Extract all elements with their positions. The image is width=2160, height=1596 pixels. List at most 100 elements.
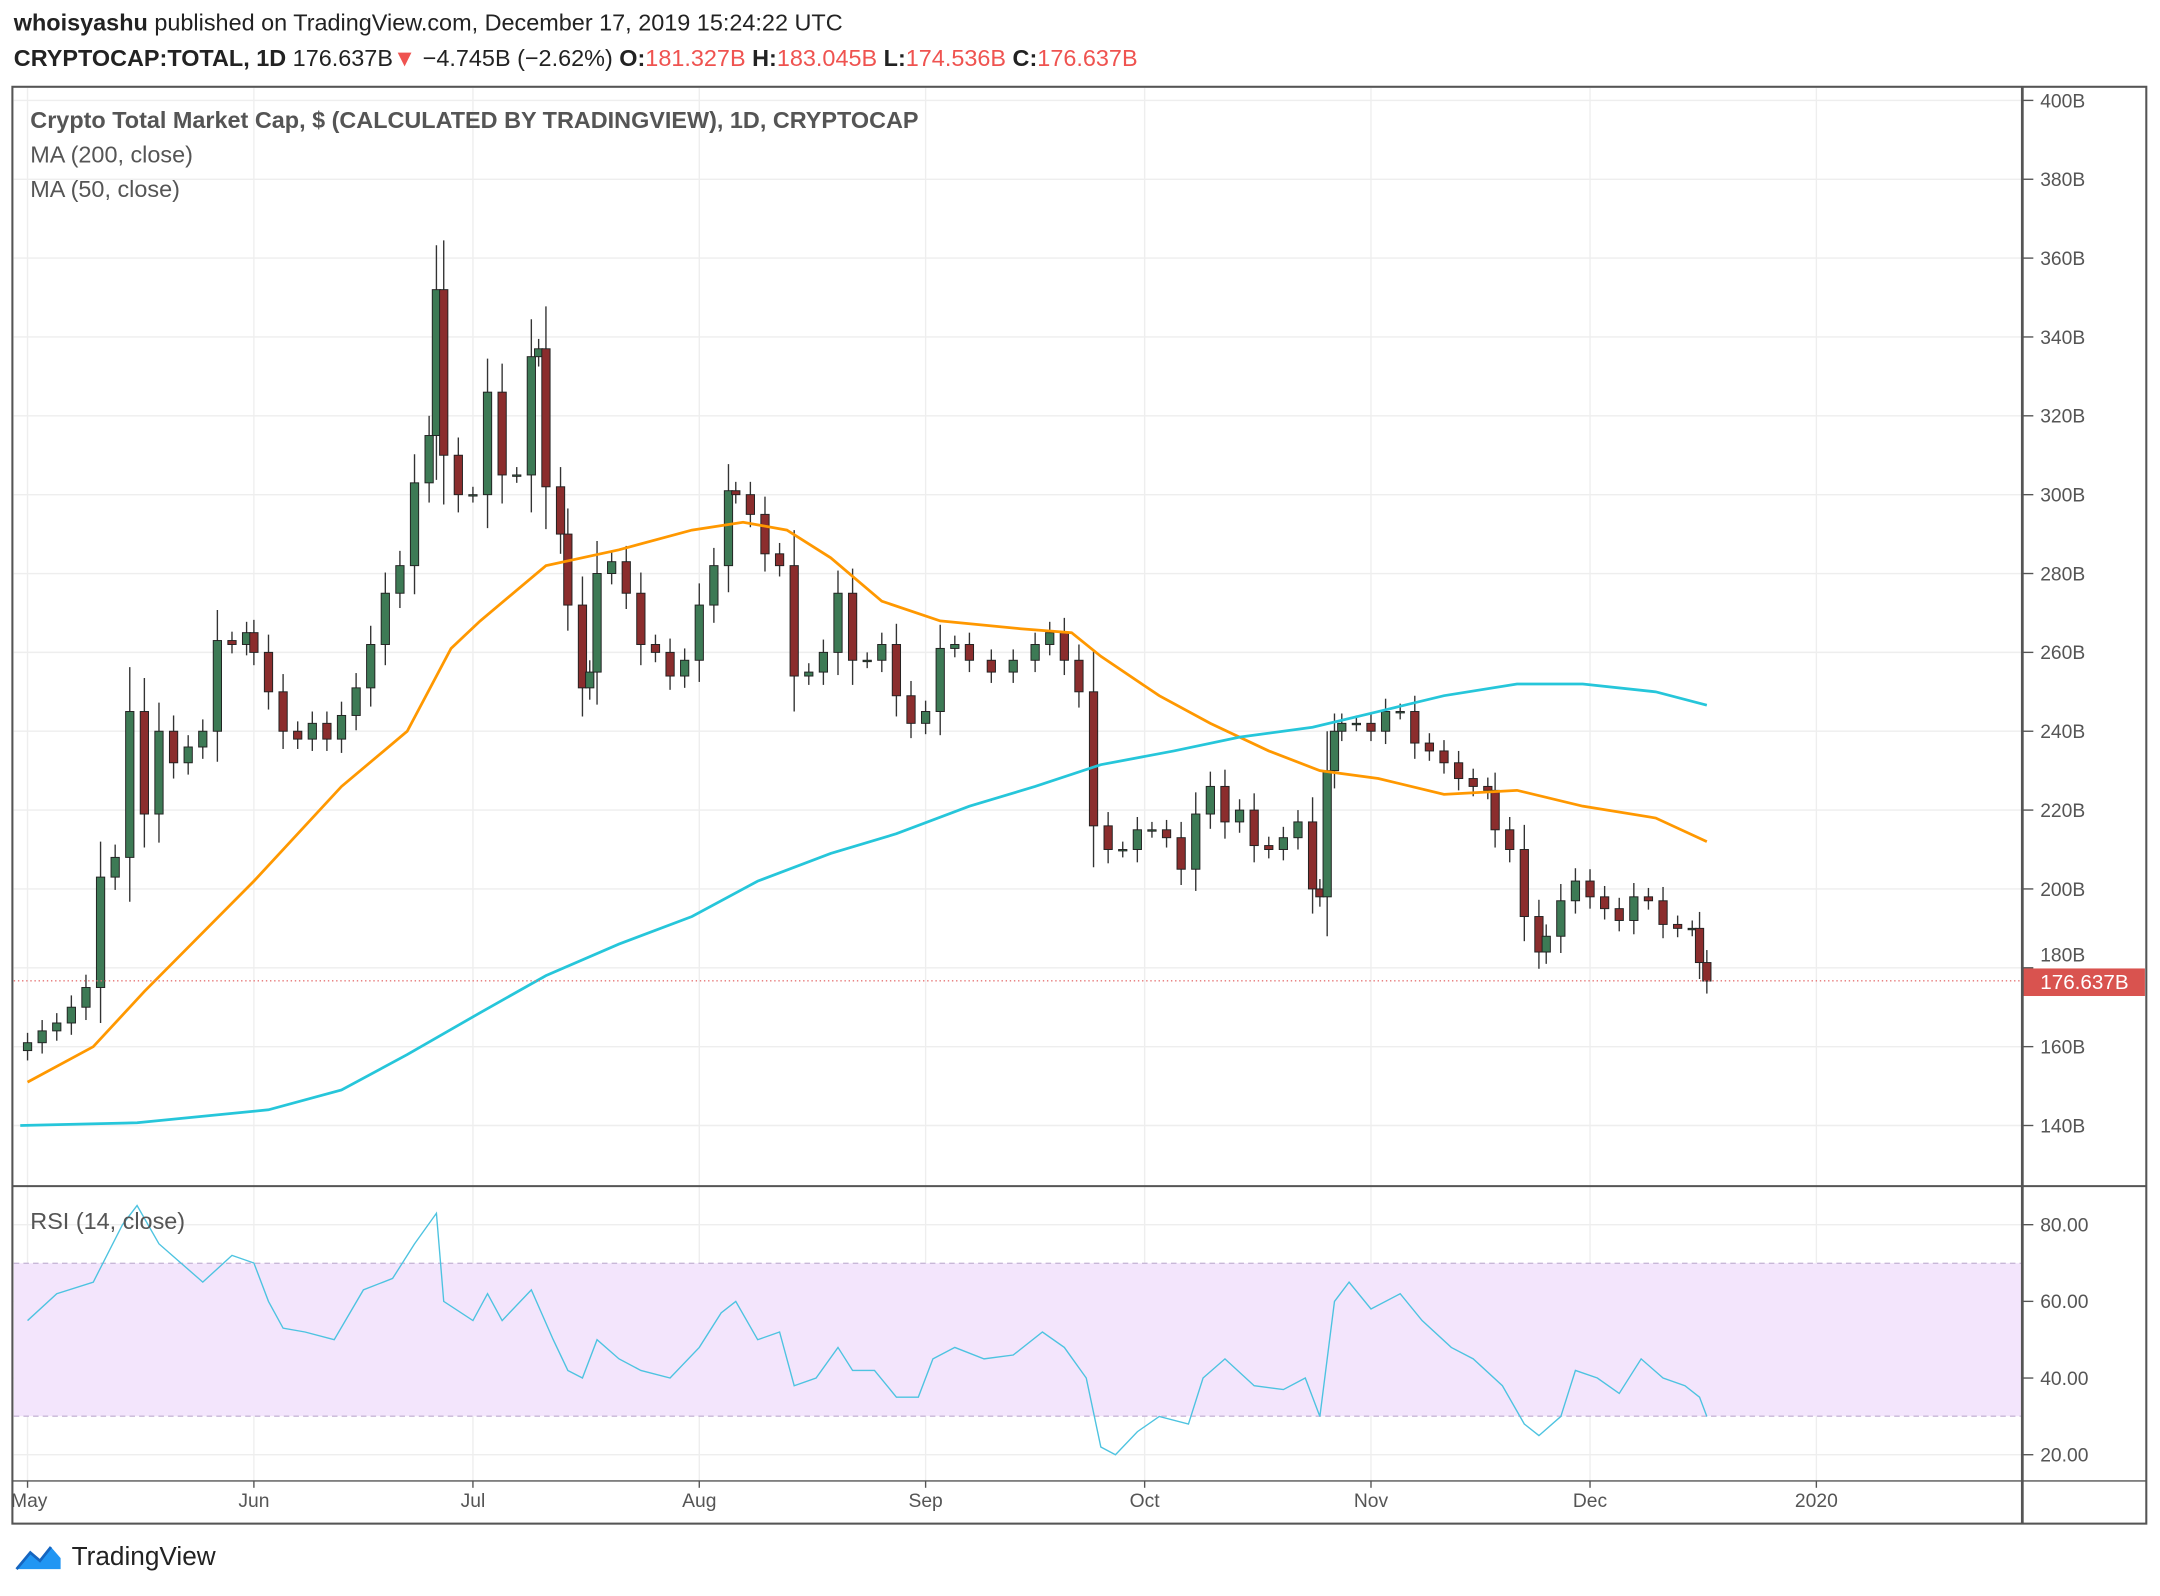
price-tick-label: 280B — [2040, 564, 2085, 585]
candle-body — [818, 651, 829, 673]
candle — [95, 841, 106, 1023]
candle-body — [1519, 849, 1529, 918]
candle — [541, 306, 551, 530]
candle-body — [139, 711, 149, 815]
candle-body — [307, 722, 317, 740]
candle-body — [607, 561, 617, 575]
candle — [1191, 792, 1201, 891]
candle-body — [1132, 829, 1142, 850]
candle-body — [1161, 829, 1172, 839]
candle-body — [168, 730, 179, 764]
time-axis[interactable]: May Jun Jul Aug Sep Oct Nov Dec 2020 — [11, 1480, 1838, 1512]
candle — [351, 673, 361, 731]
candle-body — [1307, 821, 1318, 890]
candle — [212, 609, 223, 762]
candle — [804, 663, 814, 685]
candle-body — [1643, 896, 1654, 902]
candle — [482, 358, 493, 529]
candle-body — [1059, 632, 1069, 661]
candle-body — [709, 565, 719, 606]
candle — [168, 715, 179, 779]
candle — [607, 550, 617, 585]
candle — [1176, 821, 1186, 885]
candle — [1490, 772, 1500, 848]
candle — [986, 649, 996, 683]
candle-body — [95, 876, 106, 988]
candle — [877, 632, 887, 673]
candle-body — [1629, 896, 1639, 921]
candle — [1234, 799, 1245, 833]
tradingview-logo[interactable]: TradingView — [14, 1543, 216, 1573]
candle — [439, 240, 449, 505]
high-label: H: — [752, 45, 777, 72]
candle — [694, 583, 704, 682]
candle — [935, 624, 945, 736]
candle-body — [650, 644, 661, 653]
candle-body — [1600, 896, 1610, 910]
candle — [1059, 617, 1069, 676]
candle — [1337, 713, 1347, 742]
candle — [1307, 797, 1318, 914]
price-tick-label: 180B — [2040, 946, 2085, 967]
candle-body — [789, 565, 799, 677]
candle-body — [680, 659, 690, 677]
candle — [920, 700, 931, 735]
time-tick-label: Nov — [1354, 1491, 1389, 1512]
chart-title: Crypto Total Market Cap, $ (CALCULATED B… — [30, 107, 918, 133]
candle-body — [1673, 923, 1683, 929]
candle — [1147, 821, 1157, 838]
candle — [293, 721, 303, 749]
publish-line: whoisyashu published on TradingView.com,… — [14, 10, 843, 38]
rsi-axis[interactable]: 20.00 40.00 60.00 80.00 — [2022, 1216, 2088, 1467]
candle — [585, 660, 595, 700]
candle — [322, 711, 332, 751]
candle-body — [52, 1022, 62, 1032]
high-value: 183.045B — [776, 45, 878, 72]
candle — [1534, 899, 1544, 969]
candle — [66, 995, 76, 1035]
ma50-legend[interactable]: MA (50, close) — [30, 176, 180, 202]
time-tick-label: Jul — [461, 1491, 486, 1512]
candle — [1030, 632, 1040, 673]
candle-body — [621, 561, 631, 594]
candle — [745, 481, 755, 528]
candle — [1008, 649, 1018, 683]
rsi-legend[interactable]: RSI (14, close) — [30, 1208, 185, 1234]
candle-body — [1694, 927, 1705, 964]
ma200-legend[interactable]: MA (200, close) — [30, 142, 193, 168]
candle — [1519, 824, 1529, 942]
candle-body — [877, 644, 887, 661]
logo-text: TradingView — [71, 1542, 216, 1572]
candle-body — [585, 671, 595, 689]
candle-body — [1103, 825, 1113, 850]
candle-body — [1118, 849, 1128, 852]
candle — [833, 570, 843, 676]
candle-body — [1205, 785, 1215, 815]
price-tick-label: 300B — [2040, 486, 2085, 507]
candle-body — [351, 687, 361, 716]
candle-body — [563, 533, 573, 606]
candle — [847, 568, 858, 685]
candle-body — [964, 644, 975, 661]
candle-body — [366, 644, 376, 689]
candle — [468, 486, 478, 503]
candle — [1600, 885, 1610, 920]
candle-body — [1220, 785, 1230, 823]
candle — [563, 508, 573, 631]
candle-body — [1702, 962, 1712, 982]
candle-body — [1088, 691, 1099, 827]
candle — [680, 648, 690, 688]
candle-body — [731, 490, 741, 496]
publish-info: published on TradingView.com, December 1… — [154, 9, 843, 36]
ma50-line — [26, 520, 1708, 1084]
candle-body — [1658, 900, 1668, 925]
price-axis[interactable]: 140B 160B 180B 200B 220B 240B 260B 280B 300B 320B… — [2022, 91, 2085, 1137]
candle-body — [154, 730, 164, 815]
candle — [1366, 713, 1376, 742]
candle-body — [424, 435, 434, 484]
candle-body — [497, 391, 507, 476]
candle-body — [745, 494, 755, 515]
candle-body — [1570, 880, 1581, 902]
author[interactable]: whoisyashu — [13, 9, 148, 36]
